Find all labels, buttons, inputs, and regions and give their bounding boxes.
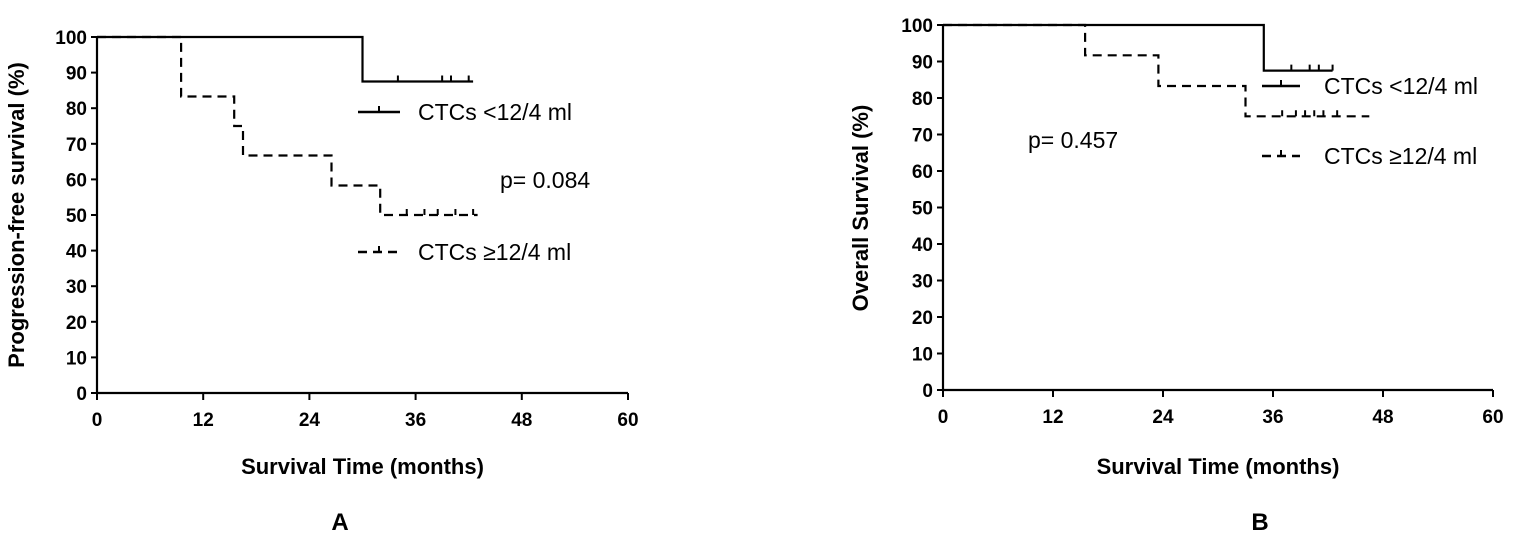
x-tick-label: 48 <box>1372 407 1393 428</box>
series-line-low-ctc <box>943 23 1333 72</box>
y-tick-label: 20 <box>912 308 933 329</box>
series-line-low-ctc <box>97 35 474 83</box>
x-tick-label: 48 <box>511 410 532 431</box>
x-axis-title: Survival Time (months) <box>241 454 484 479</box>
x-tick-label: 36 <box>1262 407 1283 428</box>
p-value-annotation: p= 0.084 <box>500 167 590 193</box>
y-tick-label: 80 <box>66 99 87 120</box>
y-tick-label: 70 <box>66 135 87 156</box>
y-tick-label: 100 <box>901 16 933 37</box>
y-tick-label: 80 <box>912 89 933 110</box>
y-tick-label: 100 <box>55 28 87 49</box>
legend-label: CTCs ≥12/4 ml <box>1324 143 1477 169</box>
y-axis-title: Progression-free survival (%) <box>4 62 29 368</box>
x-tick-label: 0 <box>92 410 103 431</box>
y-tick-label: 30 <box>912 272 933 293</box>
y-tick-label: 60 <box>912 162 933 183</box>
y-tick-label: 90 <box>66 64 87 85</box>
y-tick-label: 70 <box>912 126 933 147</box>
x-tick-label: 0 <box>938 407 949 428</box>
chart-panel-a: 0 10 20 30 40 50 60 70 80 90 100 0 12 24 36 48 60 Surviva… <box>4 28 639 536</box>
y-tick-label: 10 <box>912 345 933 366</box>
panel-label: A <box>331 509 348 536</box>
y-tick-label: 40 <box>66 242 87 263</box>
x-tick-label: 24 <box>1152 407 1174 428</box>
legend-label: CTCs <12/4 ml <box>1324 73 1478 99</box>
chart-panel-b: 0 10 20 30 40 50 60 70 80 90 100 0 12 24 36 48 60 Surviva… <box>848 16 1504 536</box>
y-tick-label: 50 <box>66 206 87 227</box>
x-tick-label: 12 <box>193 410 214 431</box>
x-tick-label: 60 <box>617 410 638 431</box>
y-tick-label: 50 <box>912 199 933 220</box>
legend-label: CTCs <12/4 ml <box>418 99 572 125</box>
y-tick-label: 0 <box>922 381 933 402</box>
y-tick-label: 0 <box>76 384 87 405</box>
series-line-high-ctc <box>943 23 1370 118</box>
x-tick-label: 36 <box>405 410 426 431</box>
legend-label: CTCs ≥12/4 ml <box>418 239 571 265</box>
y-tick-label: 60 <box>66 170 87 191</box>
x-tick-label: 12 <box>1042 407 1063 428</box>
y-tick-label: 10 <box>66 348 87 369</box>
y-tick-label: 40 <box>912 235 933 256</box>
y-tick-label: 90 <box>912 53 933 74</box>
x-tick-label: 60 <box>1482 407 1503 428</box>
panel-label: B <box>1251 509 1268 536</box>
p-value-annotation: p= 0.457 <box>1028 127 1118 153</box>
x-axis-title: Survival Time (months) <box>1097 454 1340 479</box>
y-tick-label: 20 <box>66 313 87 334</box>
series-line-high-ctc <box>97 35 478 217</box>
y-tick-label: 30 <box>66 277 87 298</box>
x-tick-label: 24 <box>299 410 321 431</box>
y-axis-title: Overall Survival (%) <box>848 105 873 312</box>
